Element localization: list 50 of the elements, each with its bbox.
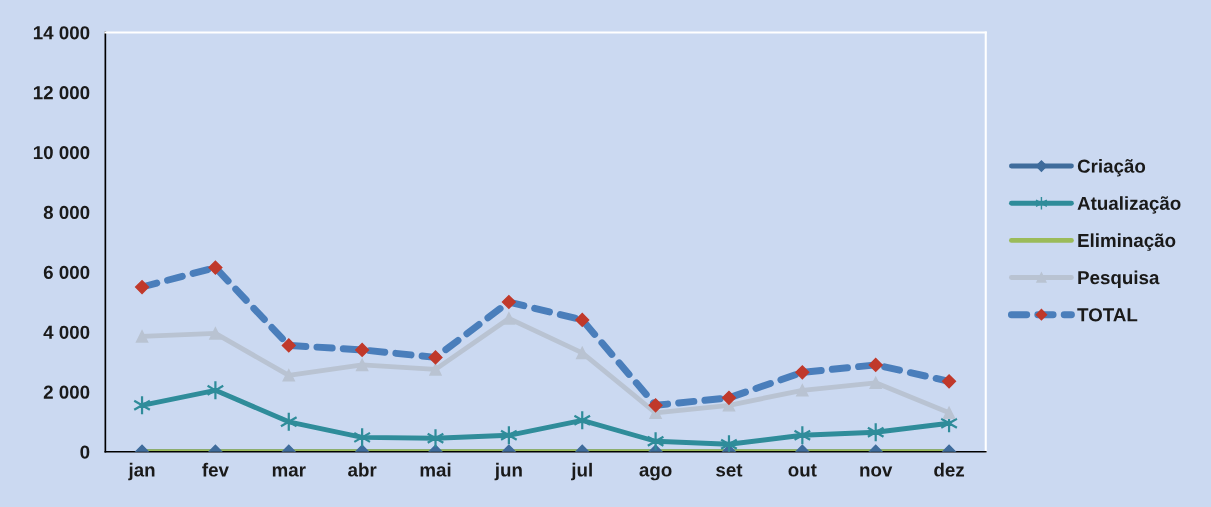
y-tick-label: 4 000 [43,325,90,339]
point [426,428,445,449]
x-tick-label: ago [639,466,672,481]
x-tick-label: out [788,464,817,477]
point [501,294,516,310]
point [135,330,149,343]
x-tick-label: dez [934,462,965,477]
legend-label: Pesquisa [1078,270,1160,288]
y-tick-label: 2 000 [43,385,90,399]
x-tick-label: jul [571,462,592,481]
legend-label: TOTAL [1077,308,1138,322]
point [502,312,516,325]
y-tick-label: 10 000 [33,145,90,160]
point [282,369,296,382]
x-tick-label: fev [202,462,229,477]
point [868,357,883,372]
point [869,376,882,390]
point [355,358,369,372]
point [721,390,737,405]
point [648,398,663,413]
y-tick-label: 8 000 [43,205,90,220]
y-tick-label: 0 [80,445,90,459]
legend-label: Criação [1077,159,1146,177]
point [942,406,956,420]
x-tick-label: jun [494,462,522,481]
point [208,260,223,275]
point [281,338,296,353]
point [646,431,665,452]
point [795,365,810,380]
x-tick-label: abr [348,462,377,477]
legend-label: Atualização [1077,196,1181,214]
x-tick-label: mar [272,466,306,477]
point [428,350,443,365]
x-tick-label: mai [420,462,451,477]
point [720,434,738,452]
point [429,363,442,376]
x-tick-label: nov [860,466,893,477]
x-tick-label: set [716,464,743,477]
point [134,279,150,295]
point [575,312,590,328]
point [796,384,809,397]
point [209,327,222,340]
y-tick-label: 14 000 [33,26,90,40]
point [206,380,225,401]
point [355,342,370,357]
y-tick-label: 12 000 [33,86,90,100]
x-tick-label: jan [128,462,155,481]
y-tick-label: 6 000 [43,265,90,280]
point [941,374,957,389]
legend-label: Eliminação [1078,233,1176,251]
